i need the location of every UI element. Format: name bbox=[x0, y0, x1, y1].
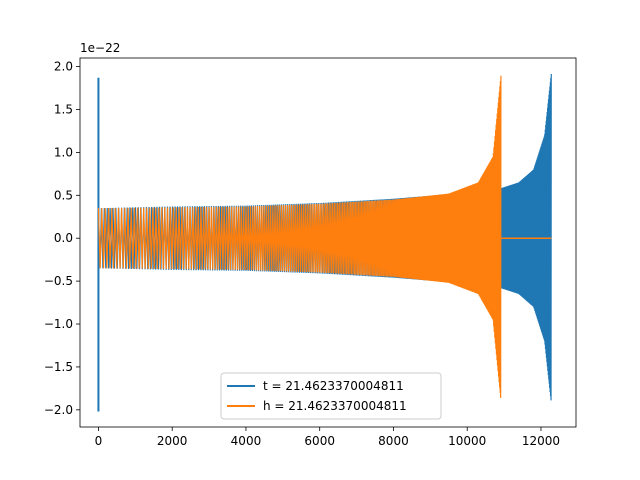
y-tick-label: 1.5 bbox=[54, 102, 73, 116]
axes-frame bbox=[79, 57, 577, 428]
y-tick-label: 2.0 bbox=[54, 60, 73, 74]
series-h bbox=[97, 75, 552, 399]
legend-label: t = 21.4623370004811 bbox=[263, 379, 404, 393]
legend: t = 21.4623370004811 h = 21.4623370004811 bbox=[220, 372, 442, 420]
axes: 0 2000 4000 6000 8000 10000 12000 −2.0 −1.5 −1.0 −… bbox=[44, 57, 577, 448]
x-tick-label: 2000 bbox=[157, 434, 188, 448]
y-tick-label: −1.0 bbox=[44, 317, 73, 331]
y-tick-label: 1.0 bbox=[54, 145, 73, 159]
y-tick-label: −2.0 bbox=[44, 403, 73, 417]
x-tick-label: 4000 bbox=[231, 434, 262, 448]
x-tick-label: 12000 bbox=[522, 434, 560, 448]
x-tick-label: 6000 bbox=[304, 434, 335, 448]
plot-area bbox=[97, 73, 552, 412]
y-tick-label: 0.5 bbox=[54, 188, 73, 202]
legend-label: h = 21.4623370004811 bbox=[263, 399, 407, 413]
legend-box bbox=[220, 372, 442, 420]
x-tick-label: 8000 bbox=[378, 434, 409, 448]
y-tick-label: −0.5 bbox=[44, 274, 73, 288]
y-tick-label: 0.0 bbox=[54, 231, 73, 245]
y-tick-label: −1.5 bbox=[44, 360, 73, 374]
x-tick-label: 10000 bbox=[448, 434, 486, 448]
series-h-line bbox=[97, 75, 502, 399]
y-offset-text: 1e−22 bbox=[80, 41, 120, 55]
x-tick-label: 0 bbox=[95, 434, 103, 448]
